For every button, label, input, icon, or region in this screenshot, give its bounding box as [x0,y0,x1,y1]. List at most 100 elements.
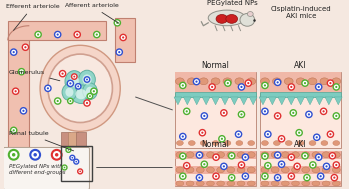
Circle shape [79,170,81,172]
Ellipse shape [261,181,269,186]
Circle shape [325,165,328,167]
Circle shape [221,138,223,140]
Circle shape [306,177,308,179]
Ellipse shape [176,78,184,85]
Polygon shape [174,97,182,105]
Circle shape [296,130,302,136]
Ellipse shape [227,152,235,158]
Bar [260,181,341,186]
Ellipse shape [285,141,292,146]
Circle shape [213,173,219,179]
Circle shape [57,33,59,36]
Circle shape [238,162,245,168]
Circle shape [195,81,198,83]
Circle shape [265,131,271,137]
Polygon shape [249,97,257,105]
Ellipse shape [217,152,224,158]
Ellipse shape [237,167,245,173]
Circle shape [20,70,23,73]
Circle shape [231,177,233,179]
Ellipse shape [211,78,220,85]
Bar [260,151,341,159]
Text: Cisplatin-induced
AKI mice: Cisplatin-induced AKI mice [271,6,332,19]
Circle shape [262,153,268,159]
Circle shape [87,93,93,99]
Circle shape [73,76,75,77]
Ellipse shape [69,76,80,87]
Circle shape [74,31,80,38]
Ellipse shape [223,78,232,85]
Ellipse shape [207,181,214,186]
Circle shape [290,156,292,158]
Circle shape [55,153,58,156]
Circle shape [304,174,310,181]
Bar [260,72,341,93]
Circle shape [312,164,314,166]
Polygon shape [287,97,295,105]
Ellipse shape [235,78,244,85]
Circle shape [64,167,65,168]
Circle shape [245,80,251,86]
Text: PEGylated NPs: PEGylated NPs [207,0,258,6]
Circle shape [213,154,219,160]
Circle shape [333,113,340,119]
Circle shape [304,155,306,157]
Circle shape [242,154,248,160]
Circle shape [68,149,69,151]
Bar [76,132,86,183]
Circle shape [215,175,217,177]
Circle shape [276,115,279,117]
Circle shape [201,161,207,167]
Circle shape [262,82,268,88]
Ellipse shape [227,167,235,173]
FancyBboxPatch shape [3,147,89,189]
Circle shape [186,110,188,112]
Circle shape [244,156,246,158]
Circle shape [288,84,295,90]
Circle shape [180,173,186,179]
Ellipse shape [207,167,214,173]
Circle shape [94,31,100,38]
Ellipse shape [227,181,235,186]
Circle shape [302,153,308,159]
Ellipse shape [186,167,194,173]
Circle shape [237,133,240,135]
Ellipse shape [82,74,91,85]
Ellipse shape [65,88,73,97]
Ellipse shape [217,181,224,186]
Text: Renal tubule: Renal tubule [9,131,74,151]
Ellipse shape [216,15,228,23]
Bar [175,72,256,93]
Circle shape [335,164,337,166]
Circle shape [180,153,186,159]
Circle shape [74,159,79,164]
Circle shape [76,33,78,36]
Circle shape [225,80,231,86]
Circle shape [193,78,200,85]
Ellipse shape [247,181,255,186]
Circle shape [211,86,213,88]
Circle shape [306,111,312,118]
Ellipse shape [292,167,299,173]
Circle shape [13,51,15,53]
Ellipse shape [188,141,195,146]
Bar [260,72,341,148]
Circle shape [30,150,40,160]
Circle shape [333,177,335,179]
Circle shape [47,87,49,89]
Circle shape [182,175,184,177]
Circle shape [199,130,206,136]
Circle shape [78,169,83,174]
Circle shape [276,154,279,156]
Circle shape [35,31,41,38]
Circle shape [264,155,266,157]
Bar [175,92,256,97]
Circle shape [333,84,340,90]
Circle shape [72,157,73,159]
Ellipse shape [177,141,183,146]
Ellipse shape [83,83,97,100]
Ellipse shape [75,89,87,99]
Circle shape [52,150,61,160]
Circle shape [182,84,184,87]
Ellipse shape [271,152,279,158]
